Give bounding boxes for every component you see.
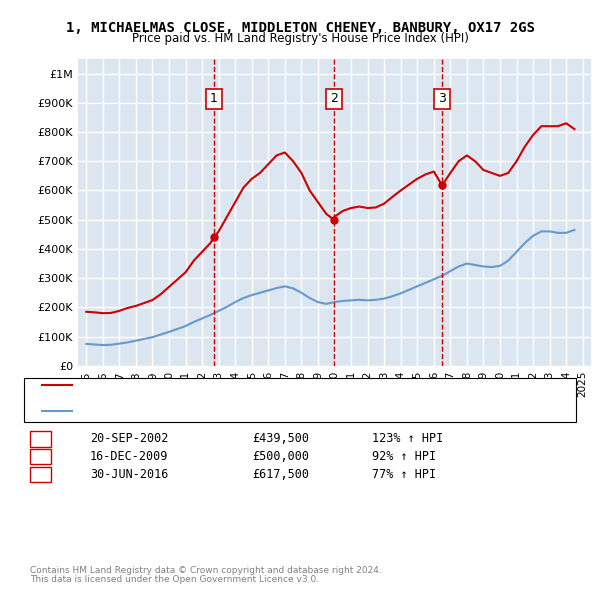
Text: 16-DEC-2009: 16-DEC-2009	[90, 450, 169, 463]
Text: This data is licensed under the Open Government Licence v3.0.: This data is licensed under the Open Gov…	[30, 575, 319, 584]
Text: 2: 2	[37, 450, 44, 463]
Text: £617,500: £617,500	[252, 468, 309, 481]
Text: 77% ↑ HPI: 77% ↑ HPI	[372, 468, 436, 481]
Text: 3: 3	[438, 93, 446, 106]
Text: Price paid vs. HM Land Registry's House Price Index (HPI): Price paid vs. HM Land Registry's House …	[131, 32, 469, 45]
Text: £439,500: £439,500	[252, 432, 309, 445]
Text: Contains HM Land Registry data © Crown copyright and database right 2024.: Contains HM Land Registry data © Crown c…	[30, 566, 382, 575]
Text: 3: 3	[37, 468, 44, 481]
Text: 2: 2	[330, 93, 338, 106]
Text: 1, MICHAELMAS CLOSE, MIDDLETON CHENEY, BANBURY, OX17 2GS: 1, MICHAELMAS CLOSE, MIDDLETON CHENEY, B…	[65, 21, 535, 35]
Text: £500,000: £500,000	[252, 450, 309, 463]
Text: 1, MICHAELMAS CLOSE, MIDDLETON CHENEY, BANBURY, OX17 2GS (detached house): 1, MICHAELMAS CLOSE, MIDDLETON CHENEY, B…	[75, 380, 500, 389]
Text: 20-SEP-2002: 20-SEP-2002	[90, 432, 169, 445]
Text: 30-JUN-2016: 30-JUN-2016	[90, 468, 169, 481]
Text: 1: 1	[37, 432, 44, 445]
Text: 1: 1	[210, 93, 218, 106]
Text: 92% ↑ HPI: 92% ↑ HPI	[372, 450, 436, 463]
Text: HPI: Average price, detached house, West Northamptonshire: HPI: Average price, detached house, West…	[75, 407, 377, 416]
Text: 123% ↑ HPI: 123% ↑ HPI	[372, 432, 443, 445]
